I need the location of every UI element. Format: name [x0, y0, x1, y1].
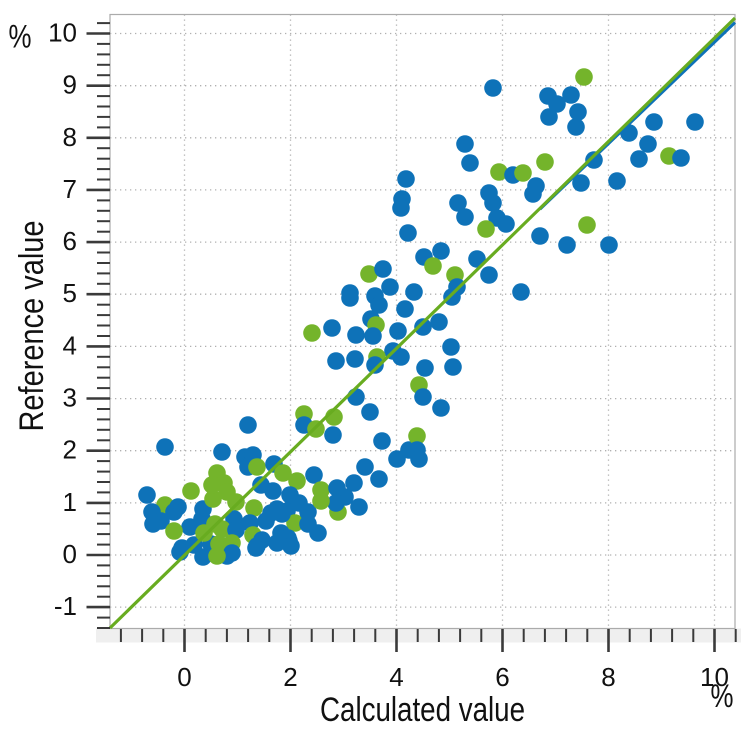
svg-text:Calculated value: Calculated value — [320, 691, 525, 729]
svg-text:6: 6 — [495, 662, 509, 692]
svg-text:8: 8 — [601, 662, 615, 692]
svg-text:Reference value: Reference value — [13, 221, 51, 432]
svg-text:10: 10 — [48, 18, 77, 48]
svg-text:-1: -1 — [54, 591, 77, 621]
svg-text:6: 6 — [63, 226, 77, 256]
svg-text:4: 4 — [389, 662, 403, 692]
svg-text:7: 7 — [63, 174, 77, 204]
svg-text:2: 2 — [63, 435, 77, 465]
svg-text:2: 2 — [283, 662, 297, 692]
svg-text:%: % — [9, 19, 32, 55]
svg-text:1: 1 — [63, 487, 77, 517]
svg-text:10: 10 — [700, 662, 729, 692]
svg-text:4: 4 — [63, 330, 77, 360]
svg-text:0: 0 — [177, 662, 191, 692]
svg-text:8: 8 — [63, 122, 77, 152]
svg-text:3: 3 — [63, 383, 77, 413]
svg-text:%: % — [711, 678, 734, 714]
svg-text:9: 9 — [63, 70, 77, 100]
svg-text:0: 0 — [63, 539, 77, 569]
svg-text:5: 5 — [63, 278, 77, 308]
